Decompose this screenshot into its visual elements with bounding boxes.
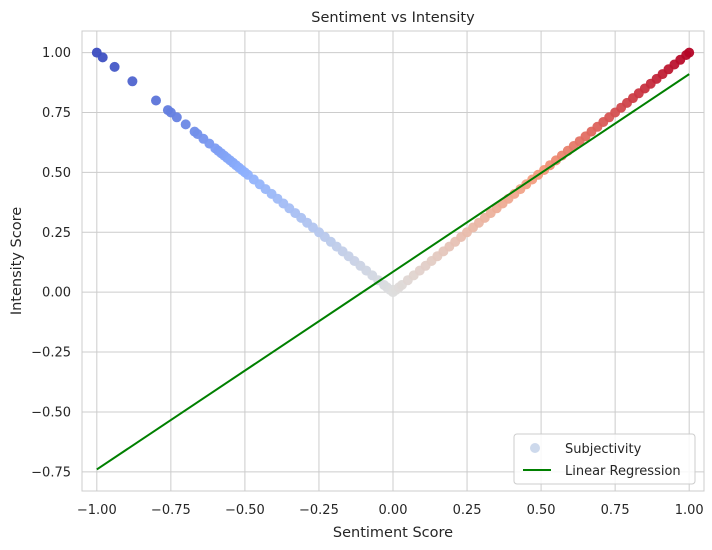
legend-label-linear-regression: Linear Regression <box>565 464 681 479</box>
scatter-point <box>151 95 161 106</box>
x-tick-label: 0.25 <box>453 503 482 518</box>
x-tick-labels: −1.00 −0.75 −0.50 −0.25 0.00 0.25 0.50 0.75 1.00 <box>77 503 704 518</box>
y-tick-label: −0.75 <box>31 465 71 480</box>
y-tick-label: 0.75 <box>42 106 71 121</box>
scatter-point <box>171 112 182 123</box>
regression-line-layer <box>96 73 690 471</box>
x-tick-label: −1.00 <box>77 503 117 518</box>
legend-label-subjectivity: Subjectivity <box>565 442 642 457</box>
legend-box <box>513 433 696 485</box>
chart-title: Sentiment vs Intensity <box>311 10 475 26</box>
regression-line <box>96 73 690 471</box>
y-tick-label: 0.50 <box>42 166 71 181</box>
grid-layer <box>82 31 704 491</box>
y-axis-title: Intensity Score <box>9 207 25 315</box>
y-tick-label: −0.50 <box>31 405 71 420</box>
x-tick-label: 0.50 <box>527 503 556 518</box>
x-tick-label: 1.00 <box>675 503 704 518</box>
scatter-point <box>97 52 108 63</box>
y-tick-label: 1.00 <box>42 46 71 61</box>
scatter-point <box>127 76 138 87</box>
x-tick-label: −0.75 <box>151 503 191 518</box>
scatter-point <box>684 47 695 58</box>
y-tick-label: −0.25 <box>31 346 71 361</box>
y-tick-label: 0.25 <box>42 226 71 241</box>
scatter-point <box>109 61 120 72</box>
x-tick-label: 0.00 <box>379 503 408 518</box>
x-tick-label: −0.50 <box>225 503 265 518</box>
x-tick-label: 0.75 <box>601 503 630 518</box>
legend: Subjectivity Linear Regression <box>513 433 696 485</box>
y-tick-labels: −0.75 −0.50 −0.25 0.00 0.25 0.50 0.75 1.00 <box>31 46 71 480</box>
scatter-point <box>180 119 191 130</box>
points-layer <box>91 47 695 298</box>
y-tick-label: 0.00 <box>42 286 71 301</box>
legend-marker-subjectivity <box>530 443 540 453</box>
x-axis-title: Sentiment Score <box>333 525 453 541</box>
x-tick-label: −0.25 <box>299 503 339 518</box>
